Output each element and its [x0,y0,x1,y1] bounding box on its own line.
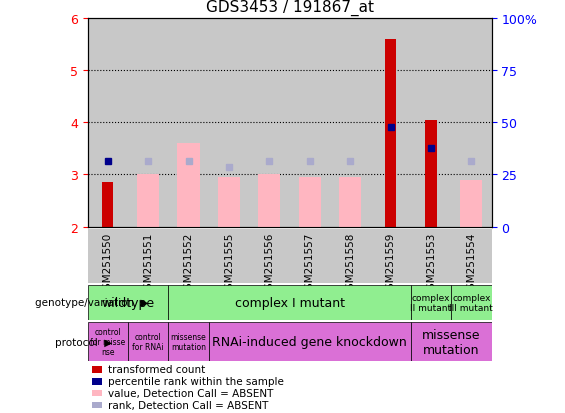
Text: GSM251556: GSM251556 [264,232,275,295]
Bar [128,322,168,361]
Text: GSM251552: GSM251552 [184,232,194,295]
Text: rank, Detection Call = ABSENT: rank, Detection Call = ABSENT [108,400,268,410]
Bar [411,322,492,361]
Bar [92,390,102,396]
Bar [88,322,128,361]
Bar [330,229,371,283]
Text: GSM251559: GSM251559 [385,232,396,295]
Bar [258,175,280,227]
Bar [168,322,209,361]
Bar [137,175,159,227]
Bar [92,402,102,408]
Bar [425,120,437,227]
Text: control
for RNAi: control for RNAi [132,332,164,351]
Bar [92,378,102,385]
Text: GSM251553: GSM251553 [426,232,436,295]
Bar [299,178,321,227]
Text: complex
III mutant: complex III mutant [450,293,493,312]
Text: complex I mutant: complex I mutant [234,296,345,309]
Bar [88,19,128,227]
Bar [411,19,451,227]
Text: protocol  ▶: protocol ▶ [55,337,112,347]
Bar [371,19,411,227]
Bar [209,19,249,227]
Bar [371,229,411,283]
Bar [218,178,240,227]
Text: GSM251550: GSM251550 [103,232,113,295]
Bar [330,19,371,227]
Bar [102,183,114,227]
Bar [92,366,102,373]
Text: transformed count: transformed count [108,364,205,374]
Text: RNAi-induced gene knockdown: RNAi-induced gene knockdown [212,335,407,348]
Bar [411,285,451,320]
Text: percentile rank within the sample: percentile rank within the sample [108,376,284,386]
Bar [451,229,492,283]
Bar [128,19,168,227]
Text: value, Detection Call = ABSENT: value, Detection Call = ABSENT [108,388,273,398]
Text: GSM251551: GSM251551 [143,232,153,295]
Bar [249,19,289,227]
Bar [168,285,411,320]
Text: genotype/variation  ▶: genotype/variation ▶ [35,297,149,308]
Text: GSM251555: GSM251555 [224,232,234,295]
Bar [451,19,492,227]
Bar [290,19,330,227]
Title: GDS3453 / 191867_at: GDS3453 / 191867_at [206,0,373,16]
Bar [88,229,128,283]
Bar [339,178,361,227]
Text: GSM251554: GSM251554 [466,232,476,295]
Text: missense
mutation: missense mutation [422,328,480,356]
Bar [209,322,411,361]
Bar [451,285,492,320]
Bar [168,19,209,227]
Bar [209,229,249,283]
Bar [249,229,289,283]
Bar [177,144,199,227]
Text: GSM251558: GSM251558 [345,232,355,295]
Text: control
for misse
nse: control for misse nse [90,327,125,356]
Bar [168,229,209,283]
Text: missense
mutation: missense mutation [171,332,206,351]
Text: complex
II mutant: complex II mutant [410,293,451,312]
Bar [411,229,451,283]
Bar [128,229,168,283]
Bar [88,285,168,320]
Bar [290,229,330,283]
Text: GSM251557: GSM251557 [305,232,315,295]
Bar [385,40,396,227]
Text: wildtype: wildtype [101,296,155,309]
Bar [460,180,483,227]
